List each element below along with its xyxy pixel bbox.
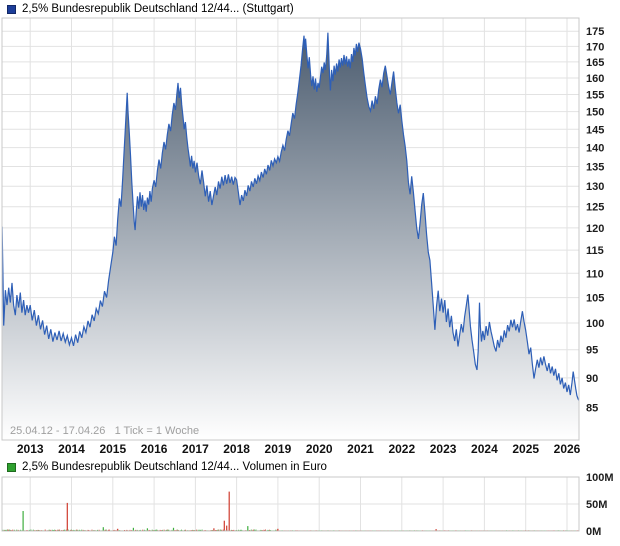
volume-spike xyxy=(146,528,148,531)
price-axis-tick: 170 xyxy=(586,41,604,53)
price-axis-tick: 150 xyxy=(586,107,604,119)
volume-bars xyxy=(1,491,580,531)
price-axis-tick: 95 xyxy=(586,345,598,357)
price-axis-tick: 160 xyxy=(586,73,604,85)
price-axis-tick: 145 xyxy=(586,124,604,136)
year-axis-tick: 2021 xyxy=(347,442,374,456)
volume-grid xyxy=(2,476,579,532)
volume-legend: 2,5% Bundesrepublik Deutschland 12/44...… xyxy=(7,461,327,473)
price-axis-tick: 85 xyxy=(586,403,598,415)
volume-spike xyxy=(247,526,249,531)
volume-spike xyxy=(22,511,24,531)
year-axis-tick: 2023 xyxy=(430,442,457,456)
price-axis-tick: 90 xyxy=(586,373,598,385)
year-axis-tick: 2013 xyxy=(17,442,44,456)
volume-spike xyxy=(102,527,104,531)
price-plot-frame xyxy=(1,17,580,441)
price-series-legend-label: 2,5% Bundesrepublik Deutschland 12/44...… xyxy=(22,3,294,15)
volume-axis-tick: 50M xyxy=(586,499,607,511)
year-axis-tick: 2017 xyxy=(182,442,209,456)
year-axis-tick: 2025 xyxy=(512,442,539,456)
volume-spike xyxy=(117,528,119,531)
price-axis-tick: 135 xyxy=(586,162,604,174)
volume-spike xyxy=(226,525,228,531)
price-axis-tick: 130 xyxy=(586,181,604,193)
volume-series-legend-label: 2,5% Bundesrepublik Deutschland 12/44...… xyxy=(22,461,327,473)
price-legend: 2,5% Bundesrepublik Deutschland 12/44...… xyxy=(7,3,294,15)
year-axis-labels: 2013 2014 2015 2016 2017 2018 2019 2020 2021 2022… xyxy=(17,442,581,456)
year-axis-tick: 2020 xyxy=(306,442,333,456)
price-series-marker-icon xyxy=(7,4,16,14)
year-axis-tick: 2019 xyxy=(265,442,292,456)
price-axis-tick: 100 xyxy=(586,318,604,330)
price-axis-tick: 175 xyxy=(586,26,604,38)
volume-axis-tick: 100M xyxy=(586,472,614,484)
price-axis-tick: 165 xyxy=(586,57,604,69)
volume-axis-labels: 0M 50M 100M xyxy=(586,472,614,538)
volume-spike xyxy=(223,520,225,531)
price-axis-tick: 115 xyxy=(586,245,604,257)
year-axis-tick: 2018 xyxy=(223,442,250,456)
volume-spike xyxy=(213,528,215,531)
volume-axis-tick: 0M xyxy=(586,526,601,538)
volume-series-marker-icon xyxy=(7,462,16,472)
volume-spike xyxy=(435,529,437,531)
year-axis-tick: 2022 xyxy=(388,442,415,456)
price-axis-labels: 85 90 95 100 105 110 115 120 125 130 135 140 145 150 1… xyxy=(586,26,604,415)
volume-spike xyxy=(172,527,175,531)
date-range-note: 25.04.12 - 17.04.26 1 Tick = 1 Woche xyxy=(10,425,200,437)
year-axis-tick: 2016 xyxy=(141,442,168,456)
volume-spike xyxy=(132,527,134,531)
price-axis-tick: 120 xyxy=(586,223,604,235)
volume-spike xyxy=(277,528,279,531)
price-axis-tick: 140 xyxy=(586,143,604,155)
price-line xyxy=(1,32,580,401)
price-axis-tick: 105 xyxy=(586,293,604,305)
year-axis-tick: 2015 xyxy=(99,442,126,456)
year-axis-tick: 2026 xyxy=(554,442,581,456)
volume-spike xyxy=(228,491,230,531)
year-axis-tick: 2014 xyxy=(58,442,85,456)
price-axis-tick: 155 xyxy=(586,90,604,102)
volume-plot-frame xyxy=(1,476,580,532)
price-axis-tick: 110 xyxy=(586,268,604,280)
year-axis-tick: 2024 xyxy=(471,442,498,456)
volume-spike xyxy=(66,502,68,531)
price-axis-tick: 125 xyxy=(586,202,604,214)
price-area-fill xyxy=(2,32,580,440)
